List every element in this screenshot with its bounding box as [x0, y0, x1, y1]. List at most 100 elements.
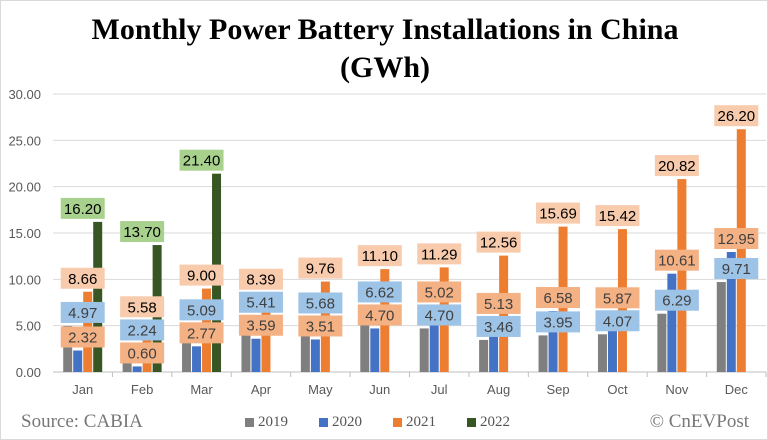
bar-2019-Aug: [479, 339, 489, 372]
data-label-bg: [120, 221, 165, 243]
legend-label: 2022: [480, 414, 510, 430]
x-tick-label: Jan: [72, 382, 93, 397]
bar-2019-Mar: [182, 324, 192, 372]
legend-swatch: [319, 418, 328, 427]
bar-2019-Nov: [657, 313, 667, 372]
data-label-bg: [595, 287, 640, 309]
bar-2020-May: [310, 339, 320, 372]
x-tick-label: May: [308, 382, 333, 397]
data-label-2019-Aug: 3.46: [484, 319, 513, 336]
x-tick-label: Aug: [487, 382, 510, 397]
x-tick-label: Nov: [665, 382, 689, 397]
bar-2020-Oct: [607, 317, 617, 372]
data-label-2020-Feb: 0.60: [128, 345, 157, 362]
copyright: © CnEVPost: [649, 411, 749, 432]
y-tick-label: 5.00: [16, 319, 41, 334]
data-label-bg: [120, 342, 165, 364]
bar-2020-Jun: [370, 328, 380, 372]
x-tick-label: Feb: [131, 382, 153, 397]
data-label-bg: [654, 289, 699, 311]
legend-label: 2020: [332, 414, 362, 430]
legend-item-2020: 2020: [319, 414, 362, 431]
legend-label: 2021: [406, 414, 436, 430]
data-label-2021-Dec: 26.20: [718, 108, 756, 125]
legend-swatch: [245, 418, 254, 427]
chart-title-line-1: Monthly Power Battery Installations in C…: [91, 13, 679, 46]
bar-2020-Dec: [726, 251, 736, 372]
data-label-2021-Apr: 8.39: [246, 272, 275, 289]
data-label-2021-Mar: 9.00: [187, 268, 216, 285]
bar-2019-May: [300, 319, 310, 372]
data-label-bg: [476, 315, 521, 337]
data-label-2019-May: 5.68: [306, 295, 335, 312]
data-label-bg: [298, 257, 343, 279]
bar-2019-Jul: [419, 328, 429, 372]
data-label-2021-Jan: 8.66: [68, 271, 97, 288]
bar-2020-Nov: [667, 273, 677, 372]
data-label-2019-Jun: 6.62: [365, 284, 394, 301]
data-label-2020-Jan: 2.32: [68, 330, 97, 347]
legend-swatch: [467, 418, 476, 427]
data-label-2019-Jan: 4.97: [68, 305, 97, 322]
data-label-2021-Nov: 20.82: [658, 158, 696, 175]
x-tick-label: Jun: [369, 382, 390, 397]
bar-2019-Jan: [63, 325, 73, 372]
y-tick-label: 30.00: [8, 87, 41, 102]
data-label-2020-Nov: 10.61: [658, 253, 696, 270]
data-label-bg: [179, 322, 224, 344]
data-label-2021-Jul: 11.29: [421, 246, 457, 263]
data-label-bg: [60, 301, 105, 323]
bar-2020-Feb: [132, 366, 142, 372]
data-label-2022-Jan: 16.20: [64, 201, 102, 218]
bar-2020-Apr: [251, 338, 261, 372]
data-label-bg: [60, 267, 105, 289]
data-label-bg: [238, 268, 283, 290]
bar-2021-Dec: [736, 129, 746, 372]
x-tick-label: Apr: [251, 382, 272, 397]
bar-2019-Dec: [716, 282, 726, 372]
data-label-bg: [714, 227, 759, 249]
x-tick-label: Oct: [607, 382, 628, 397]
y-tick-label: 15.00: [8, 226, 41, 241]
data-label-bg: [298, 292, 343, 314]
data-label-2020-Apr: 3.59: [246, 318, 275, 335]
legend-item-2021: 2021: [393, 414, 436, 431]
data-label-bg: [476, 231, 521, 253]
data-label-bg: [357, 304, 402, 326]
bar-2020-Jul: [429, 325, 439, 372]
y-tick-label: 20.00: [8, 180, 41, 195]
y-tick-label: 25.00: [8, 133, 41, 148]
data-label-bg: [536, 287, 581, 309]
data-label-bg: [654, 249, 699, 271]
data-label-2020-Jul: 5.02: [425, 284, 454, 301]
data-label-bg: [595, 205, 640, 227]
data-label-bg: [179, 149, 224, 171]
data-label-2021-Feb: 5.58: [128, 299, 157, 316]
x-tick-label: Jul: [431, 382, 448, 397]
data-label-bg: [536, 311, 581, 333]
x-tick-label: Mar: [190, 382, 213, 397]
y-tick-label: 0.00: [16, 365, 41, 380]
data-label-2019-Sep: 3.95: [543, 314, 572, 331]
data-label-bg: [357, 245, 402, 267]
data-label-bg: [120, 319, 165, 341]
data-label-bg: [179, 299, 224, 321]
data-label-bg: [238, 314, 283, 336]
data-label-2020-Mar: 2.77: [187, 325, 216, 342]
data-label-2019-Nov: 6.29: [662, 293, 691, 310]
data-label-bg: [417, 281, 462, 303]
chart-title-line-2: (GWh): [340, 51, 430, 84]
legend-item-2019: 2019: [245, 414, 288, 431]
bar-2022-Jan: [93, 221, 103, 372]
data-label-2020-Oct: 5.87: [603, 290, 632, 307]
data-label-bg: [120, 296, 165, 318]
source-note: Source: CABIA: [21, 411, 143, 432]
data-label-2019-Oct: 4.07: [603, 313, 632, 330]
data-label-2019-Feb: 2.24: [128, 322, 157, 339]
bar-2019-Oct: [597, 334, 607, 372]
data-label-bg: [417, 243, 462, 265]
legend-swatch: [393, 418, 402, 427]
legend-item-2022: 2022: [467, 414, 510, 431]
data-label-bg: [654, 155, 699, 177]
data-label-2021-May: 9.76: [306, 261, 335, 278]
